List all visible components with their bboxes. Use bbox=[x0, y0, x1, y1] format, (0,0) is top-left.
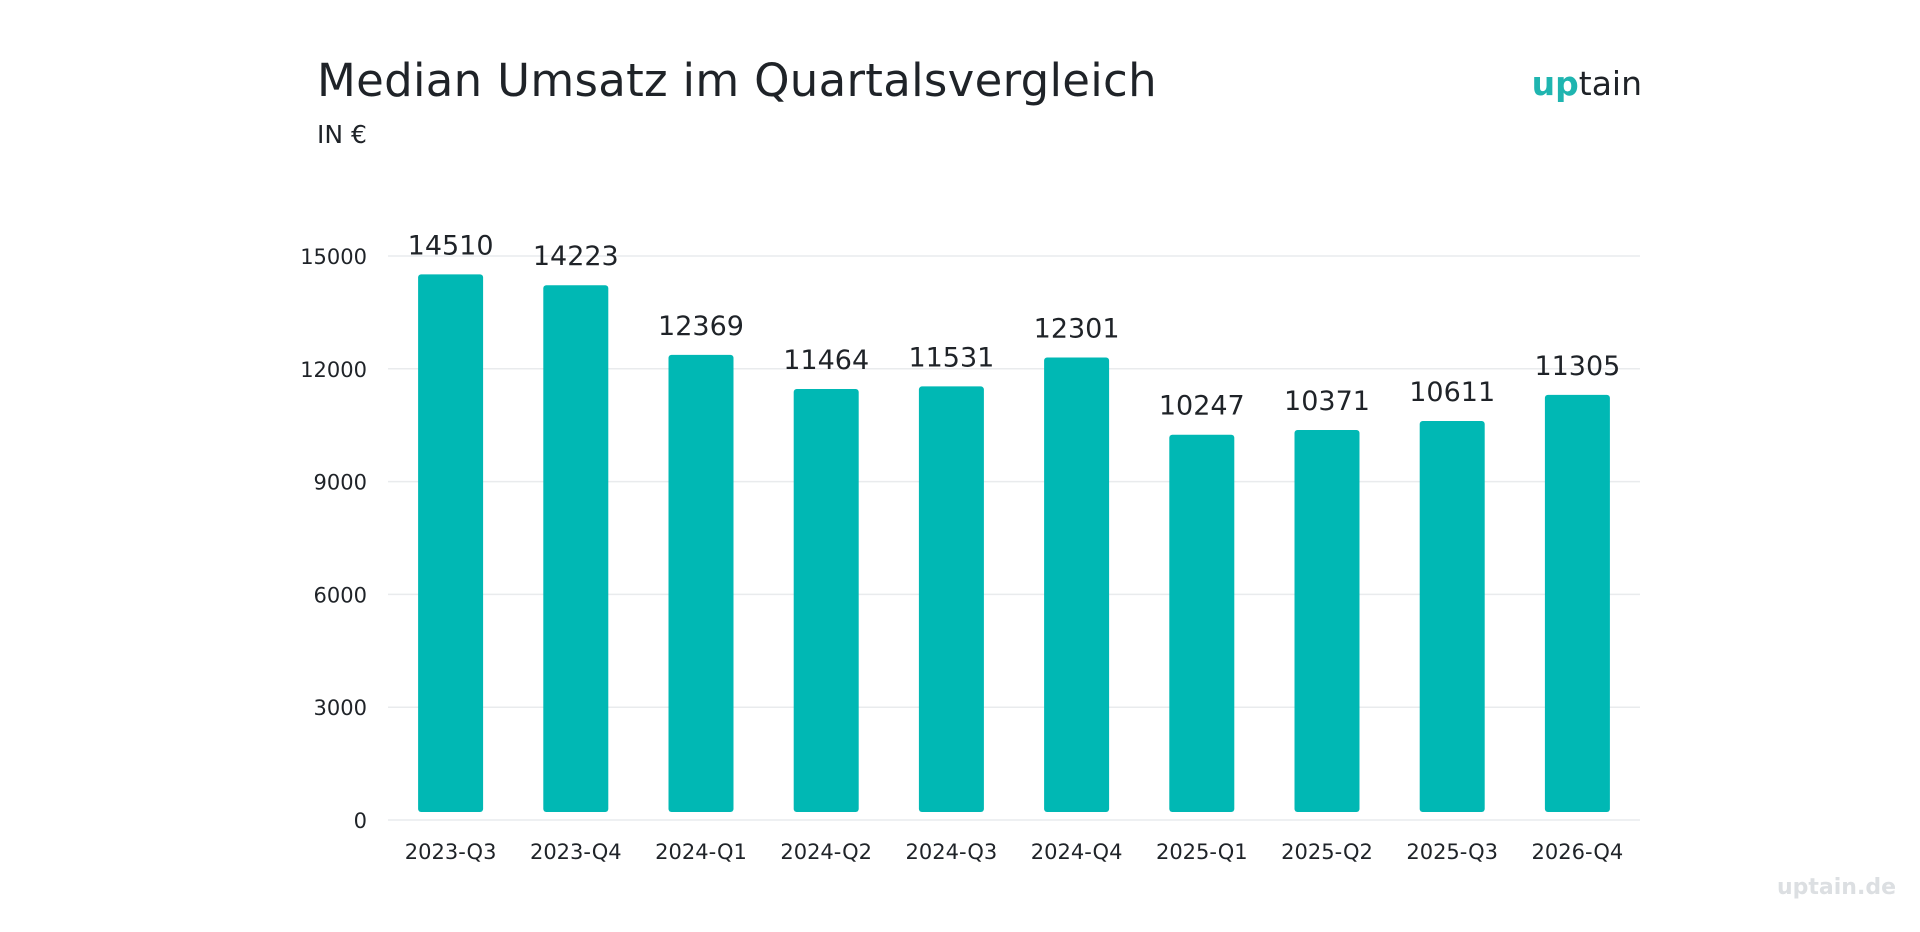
chart-title: Median Umsatz im Quartalsvergleich bbox=[317, 54, 1157, 107]
y-axis-tick-labels: 0 3000 6000 9000 12000 15000 bbox=[300, 245, 367, 833]
data-label-2023-Q4: 14223 bbox=[533, 241, 619, 272]
x-tick-label-2024-Q4: 2024-Q4 bbox=[1031, 840, 1123, 864]
data-label-2023-Q3: 14510 bbox=[408, 230, 494, 261]
bar-2024-Q1 bbox=[668, 354, 734, 812]
y-tick-label: 3000 bbox=[314, 696, 367, 720]
bar-2023-Q3 bbox=[418, 274, 484, 812]
data-label-2025-Q2: 10371 bbox=[1284, 386, 1370, 417]
x-tick-label-2025-Q1: 2025-Q1 bbox=[1156, 840, 1248, 864]
logo-accent-text: up bbox=[1531, 64, 1579, 103]
bar-2024-Q4 bbox=[1044, 357, 1110, 812]
bar-2024-Q3 bbox=[918, 386, 984, 812]
x-tick-label-2023-Q4: 2023-Q4 bbox=[530, 840, 622, 864]
x-tick-label-2026-Q4: 2026-Q4 bbox=[1532, 840, 1624, 864]
data-label-2025-Q3: 10611 bbox=[1409, 377, 1495, 408]
x-axis-tick-labels: 2023-Q3 2023-Q4 2024-Q1 2024-Q2 2024-Q3 2024-… bbox=[405, 840, 1623, 864]
bar-2025-Q2 bbox=[1294, 430, 1360, 812]
x-tick-label-2025-Q3: 2025-Q3 bbox=[1406, 840, 1498, 864]
bar-2024-Q2 bbox=[793, 388, 859, 812]
data-labels: 14510 14223 12369 11464 11531 12301 10247 10371… bbox=[408, 230, 1621, 421]
data-label-2024-Q2: 11464 bbox=[783, 345, 869, 376]
data-label-2024-Q4: 12301 bbox=[1034, 313, 1120, 344]
data-label-2025-Q1: 10247 bbox=[1159, 391, 1245, 422]
chart-subtitle: IN € bbox=[317, 120, 367, 149]
bar-2023-Q4 bbox=[543, 285, 609, 812]
x-tick-label-2024-Q1: 2024-Q1 bbox=[655, 840, 747, 864]
y-tick-label: 0 bbox=[354, 809, 367, 833]
uptain-logo: uptain bbox=[1532, 64, 1642, 103]
data-label-2024-Q1: 12369 bbox=[658, 311, 744, 342]
y-tick-label: 9000 bbox=[314, 471, 367, 495]
watermark-text: uptain.de bbox=[1776, 875, 1896, 900]
data-label-2024-Q3: 11531 bbox=[908, 342, 994, 373]
y-tick-label: 15000 bbox=[300, 245, 367, 269]
bars bbox=[418, 274, 1610, 812]
y-tick-label: 12000 bbox=[300, 358, 367, 382]
bar-2026-Q4 bbox=[1544, 394, 1610, 812]
y-tick-label: 6000 bbox=[314, 583, 367, 607]
x-tick-label-2024-Q2: 2024-Q2 bbox=[780, 840, 872, 864]
bar-2025-Q1 bbox=[1169, 434, 1235, 812]
data-label-2026-Q4: 11305 bbox=[1534, 351, 1620, 382]
x-tick-label-2023-Q3: 2023-Q3 bbox=[405, 840, 497, 864]
logo-text: tain bbox=[1578, 64, 1642, 103]
x-tick-label-2025-Q2: 2025-Q2 bbox=[1281, 840, 1373, 864]
bar-2025-Q3 bbox=[1419, 421, 1485, 812]
x-tick-label-2024-Q3: 2024-Q3 bbox=[906, 840, 998, 864]
